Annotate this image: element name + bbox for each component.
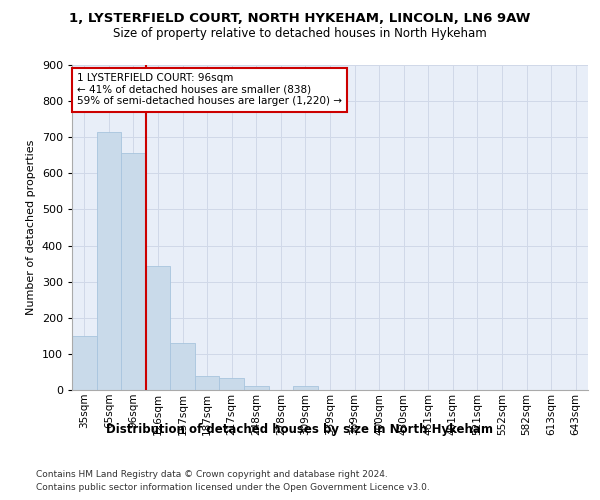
Bar bbox=[121, 154, 146, 390]
Bar bbox=[244, 386, 269, 390]
Bar bbox=[72, 336, 97, 390]
Bar bbox=[97, 132, 121, 390]
Text: 1 LYSTERFIELD COURT: 96sqm
← 41% of detached houses are smaller (838)
59% of sem: 1 LYSTERFIELD COURT: 96sqm ← 41% of deta… bbox=[77, 73, 342, 106]
Bar bbox=[195, 376, 220, 390]
Bar bbox=[220, 378, 244, 390]
Text: 1, LYSTERFIELD COURT, NORTH HYKEHAM, LINCOLN, LN6 9AW: 1, LYSTERFIELD COURT, NORTH HYKEHAM, LIN… bbox=[70, 12, 530, 26]
Text: Contains HM Land Registry data © Crown copyright and database right 2024.: Contains HM Land Registry data © Crown c… bbox=[36, 470, 388, 479]
Bar bbox=[293, 386, 318, 390]
Text: Distribution of detached houses by size in North Hykeham: Distribution of detached houses by size … bbox=[107, 422, 493, 436]
Bar bbox=[146, 266, 170, 390]
Bar bbox=[170, 343, 195, 390]
Y-axis label: Number of detached properties: Number of detached properties bbox=[26, 140, 36, 315]
Text: Contains public sector information licensed under the Open Government Licence v3: Contains public sector information licen… bbox=[36, 482, 430, 492]
Text: Size of property relative to detached houses in North Hykeham: Size of property relative to detached ho… bbox=[113, 28, 487, 40]
